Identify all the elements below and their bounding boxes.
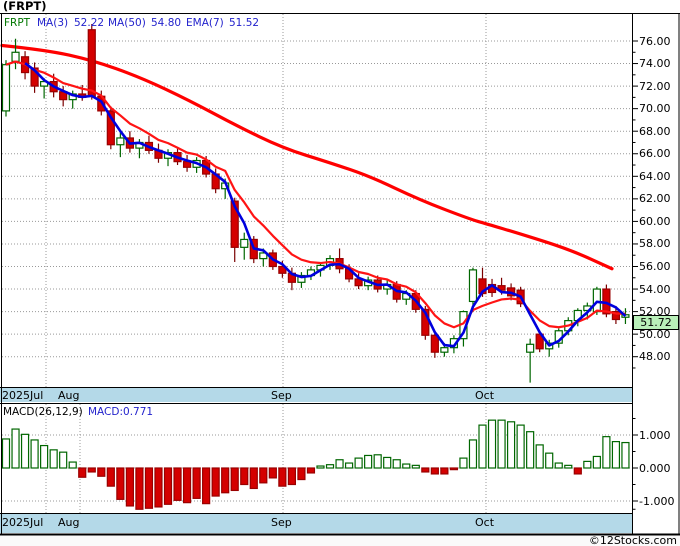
legend-ma50-label: MA(50)	[108, 17, 146, 29]
legend-ema7-value: 51.52	[229, 17, 260, 29]
time-axis-label: Aug	[58, 516, 80, 529]
macd-axis-label: -1.000	[639, 494, 675, 508]
legend-ma50-value: 54.80	[151, 17, 182, 29]
watermark: ©12Stocks.com	[588, 534, 677, 546]
y-axis-label: 50.00	[639, 327, 671, 341]
time-axis-label: Sep	[271, 389, 292, 402]
y-axis-label: 52.00	[639, 305, 671, 319]
y-axis-label: 56.00	[639, 260, 671, 273]
macd-value-label: MACD:0.771	[88, 406, 154, 418]
y-axis-label: 70.00	[639, 102, 671, 116]
legend-ma3-value: 52.22	[74, 17, 105, 29]
y-axis-label: 62.00	[639, 192, 671, 206]
y-axis-label: 64.00	[639, 169, 671, 183]
y-axis-label: 74.00	[639, 57, 671, 71]
time-axis-label: 2025Jul	[2, 389, 44, 402]
time-axis-label: Aug	[58, 389, 80, 402]
y-axis-label: 60.00	[639, 214, 671, 228]
y-axis-label: 58.00	[639, 237, 671, 251]
macd-axis-label: 0.000	[639, 461, 671, 475]
last-price-tag: 51.72	[633, 315, 679, 330]
y-axis-label: 54.00	[639, 282, 671, 296]
y-axis-label: 68.00	[639, 124, 671, 138]
legend-ema7-label: EMA(7)	[186, 17, 224, 29]
y-axis-label: 48.00	[639, 350, 671, 364]
time-axis-label: Sep	[271, 516, 292, 529]
y-axis-label: 66.00	[639, 147, 671, 161]
time-axis-label: Oct	[475, 389, 495, 402]
y-axis-label: 72.00	[639, 79, 671, 93]
y-axis-label: 76.00	[639, 34, 671, 48]
legend-ma3-label: MA(3)	[37, 17, 69, 29]
time-axis-label: 2025Jul	[2, 516, 44, 529]
page-title: (FRPT)	[3, 0, 47, 13]
macd-axis-label: 1.000	[639, 428, 671, 442]
macd-params-label: MACD(26,12,9)	[3, 406, 83, 418]
time-axis-label: Oct	[475, 516, 495, 529]
legend-symbol: FRPT	[4, 17, 31, 29]
